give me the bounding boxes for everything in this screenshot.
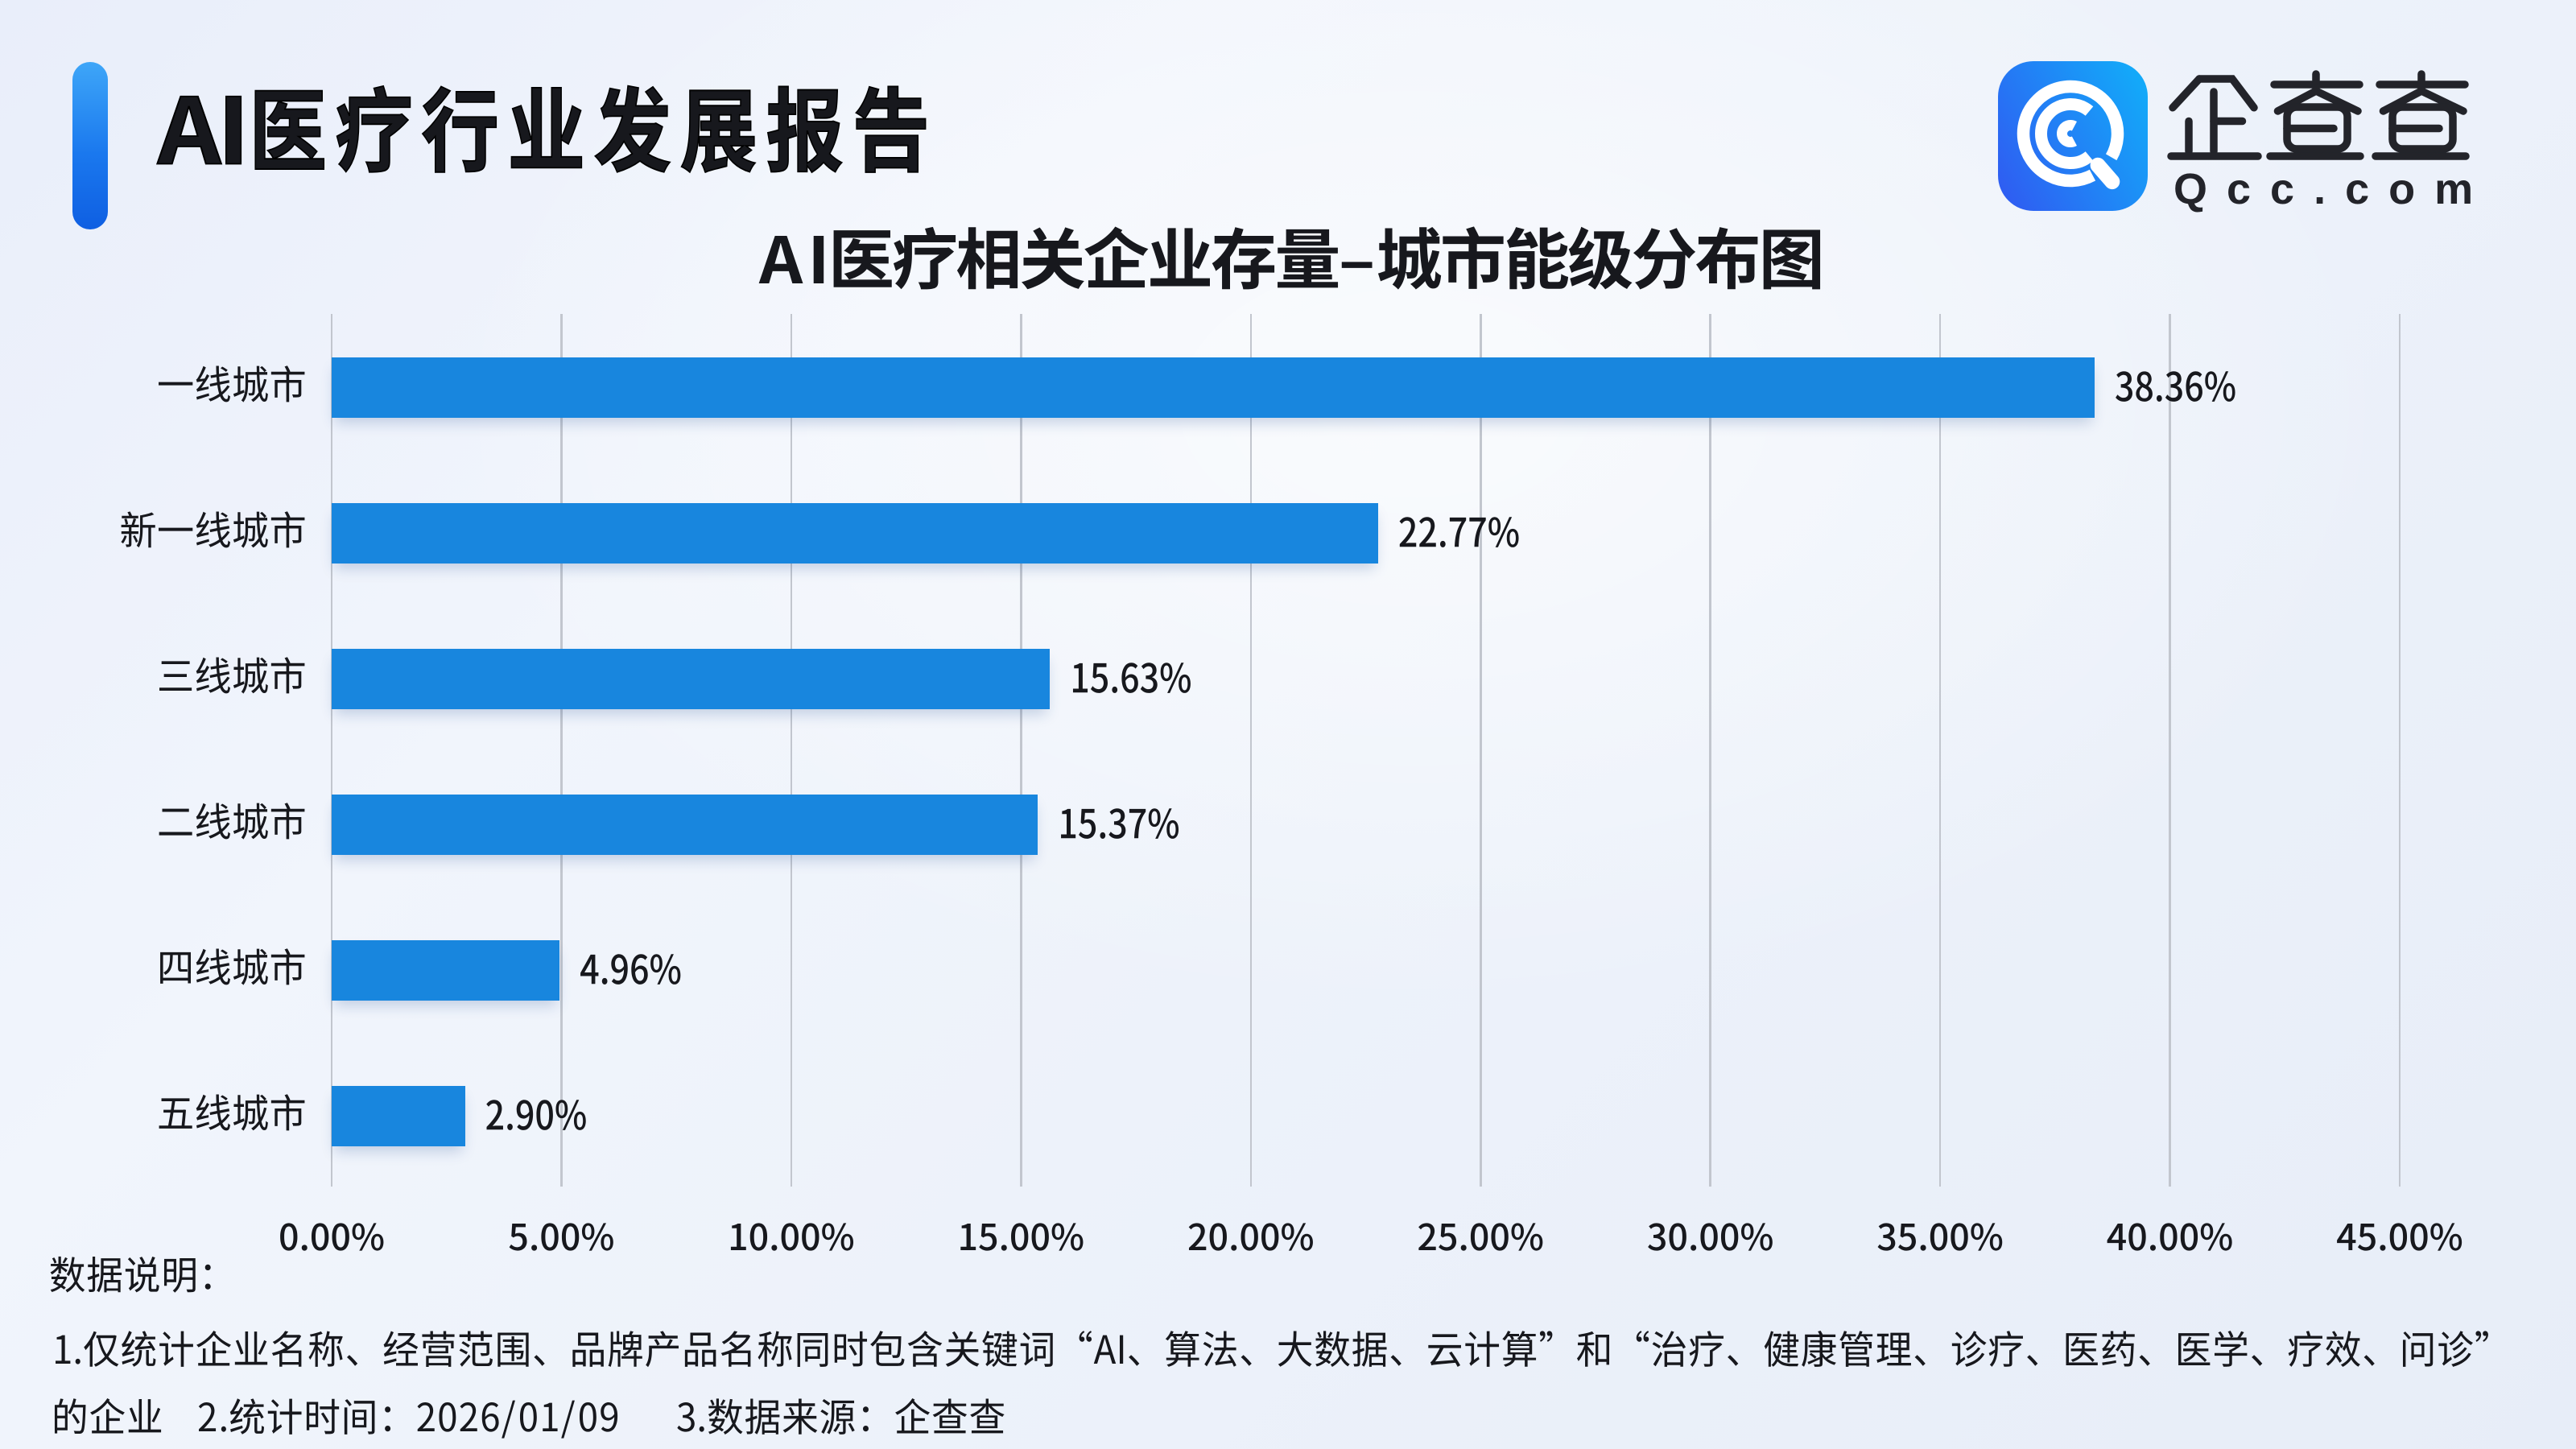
svg-text:Qcc.com: Qcc.com <box>2174 165 2492 213</box>
